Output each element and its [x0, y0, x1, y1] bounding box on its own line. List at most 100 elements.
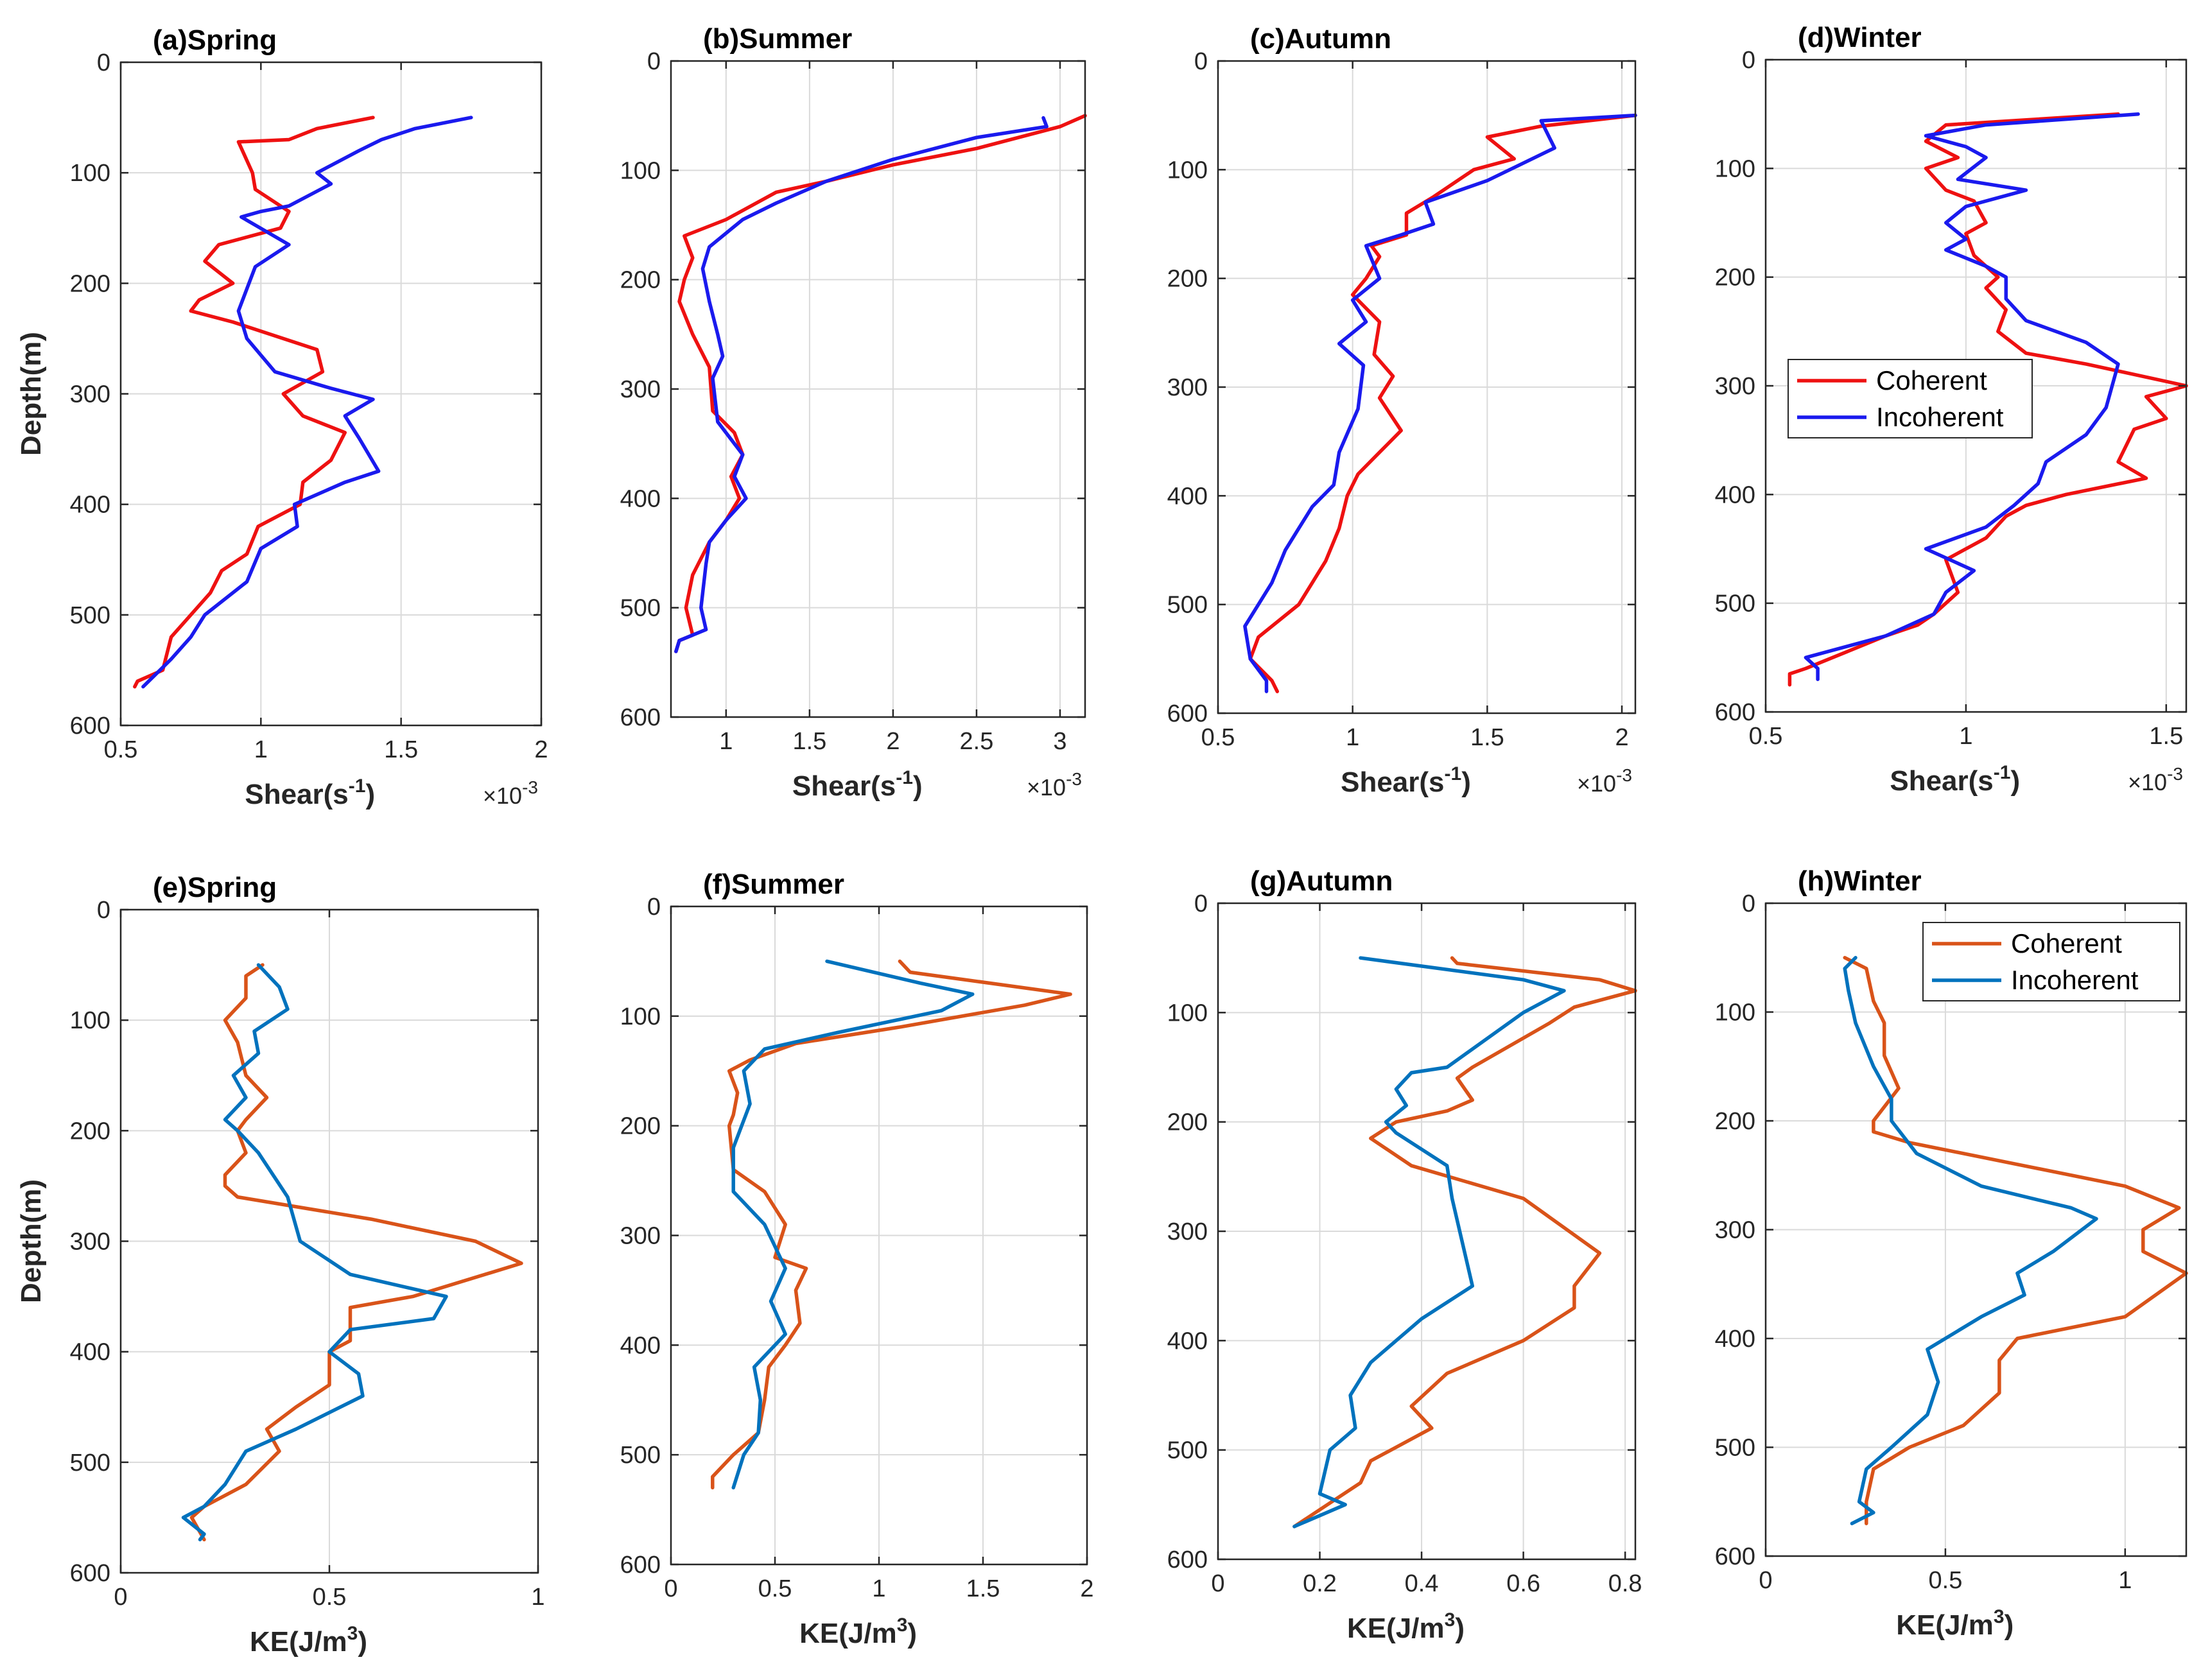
y-tick-label: 400	[1167, 483, 1208, 510]
x-tick-label: 2	[534, 736, 548, 763]
y-tick-label: 0	[647, 48, 661, 75]
x-tick-label: 2.5	[960, 728, 994, 755]
series-line-coherent	[1248, 113, 1637, 693]
y-tick-label: 300	[70, 1229, 110, 1256]
y-tick-label: 300	[1167, 374, 1208, 401]
panel-b: 1 1.5 2 2.5 3 0 100 200 300 400 500 600 (b)Summer She…	[620, 23, 1087, 802]
y-axis-label: Depth(m)	[15, 332, 47, 456]
x-tick-label: 1.5	[1470, 724, 1504, 751]
series-line-incoherent	[731, 959, 975, 1490]
x-tick-label: 0	[1759, 1567, 1772, 1594]
x-axis-label: Shear(s-1)	[792, 767, 923, 802]
x-tick-label: 0.5	[104, 736, 138, 763]
series-line-coherent	[711, 959, 1072, 1490]
y-tick-label: 100	[1715, 1000, 1755, 1026]
series-line-incoherent	[1243, 113, 1637, 693]
x-tick-label: 1	[872, 1575, 885, 1602]
x-tick-label: 0.4	[1405, 1570, 1439, 1597]
x-tick-label: 0.5	[758, 1575, 792, 1602]
y-tick-label: 0	[1742, 47, 1755, 74]
legend-box	[1922, 922, 2180, 1001]
x-tick-label: 0.5	[1201, 724, 1235, 751]
panel-title: (f)Summer	[703, 869, 844, 900]
y-tick-label: 300	[620, 376, 661, 403]
x-tick-label: 1.5	[384, 736, 418, 763]
y-tick-label: 100	[1167, 157, 1208, 184]
legend-box	[1788, 359, 2033, 438]
y-tick-label: 500	[1167, 1437, 1208, 1464]
y-tick-label: 100	[620, 157, 661, 184]
y-tick-label: 200	[1167, 266, 1208, 293]
x-tick-label: 1	[2118, 1567, 2132, 1594]
y-tick-label: 300	[70, 381, 110, 408]
y-tick-label: 500	[70, 1450, 110, 1476]
y-tick-label: 100	[70, 160, 110, 187]
y-tick-label: 400	[1715, 481, 1755, 508]
y-tick-label: 400	[1167, 1328, 1208, 1355]
y-tick-label: 500	[1715, 1435, 1755, 1462]
y-tick-label: 400	[70, 1339, 110, 1366]
x-tick-label: 0	[114, 1584, 127, 1611]
legend: Coherent Incoherent	[1788, 359, 2033, 438]
panel-h: 0 0.5 1 0 100 200 300 400 500 600 (h)Winter KE(J/m3…	[1715, 865, 2188, 1641]
x-tick-label: 0	[664, 1575, 677, 1602]
y-tick-label: 500	[620, 1442, 661, 1469]
x-tick-label: 0.2	[1303, 1570, 1337, 1597]
panel-title: (c)Autumn	[1250, 23, 1391, 55]
x-tick-label: 2	[1615, 724, 1628, 751]
x-tick-label: 2	[1080, 1575, 1093, 1602]
panel-e: 0 0.5 1 0 100 200 300 400 500 600 (e)Spring KE(J/m3…	[15, 872, 545, 1658]
y-tick-label: 100	[1167, 1000, 1208, 1026]
y-tick-label: 200	[1715, 1108, 1755, 1135]
x-tick-label: 2	[886, 728, 900, 755]
panel-d: 0.5 1 1.5 0 100 200 300 400 500 600 (d)Winter Shear…	[1715, 22, 2188, 797]
x-multiplier-label: ×10-3	[483, 777, 538, 809]
y-tick-label: 400	[1715, 1326, 1755, 1353]
y-tick-label: 600	[1167, 700, 1208, 727]
x-axis-label: Shear(s-1)	[1890, 762, 2020, 797]
x-tick-label: 0.8	[1608, 1570, 1642, 1597]
y-tick-label: 400	[620, 1332, 661, 1359]
x-tick-label: 0.5	[1749, 723, 1783, 750]
x-tick-label: 1.5	[2149, 723, 2183, 750]
y-tick-label: 0	[1194, 48, 1208, 75]
panel-c: 0.5 1 1.5 2 0 100 200 300 400 500 600 (c)Autumn Shea…	[1167, 23, 1637, 798]
y-tick-label: 300	[620, 1223, 661, 1250]
y-tick-label: 200	[1167, 1109, 1208, 1136]
series-line-incoherent	[141, 116, 473, 689]
series-line-coherent	[1292, 956, 1637, 1528]
y-tick-label: 500	[620, 595, 661, 622]
y-tick-label: 600	[70, 713, 110, 740]
y-tick-label: 100	[620, 1003, 661, 1030]
panel-title: (a)Spring	[153, 24, 277, 56]
y-tick-label: 200	[620, 267, 661, 294]
y-tick-label: 0	[97, 49, 110, 76]
x-multiplier-label: ×10-3	[2128, 764, 2183, 795]
y-tick-label: 200	[70, 1118, 110, 1145]
y-tick-label: 400	[620, 485, 661, 512]
x-tick-label: 1	[719, 728, 733, 755]
series-line-coherent	[133, 116, 375, 689]
y-tick-label: 600	[1167, 1546, 1208, 1573]
x-tick-label: 1	[1959, 723, 1972, 750]
y-axis-label: Depth(m)	[15, 1179, 47, 1303]
x-tick-label: 0.5	[1929, 1567, 1963, 1594]
panel-title: (b)Summer	[703, 23, 852, 55]
x-axis-label: Shear(s-1)	[1341, 763, 1471, 798]
y-tick-label: 0	[97, 897, 110, 924]
y-tick-label: 500	[70, 602, 110, 629]
panel-a: 0.5 1 1.5 2 0 100 200 300 400 500 600 (a)Spring Shea…	[15, 24, 548, 810]
legend-label-incoherent: Incoherent	[1876, 402, 2004, 432]
series-line-incoherent	[1292, 956, 1566, 1528]
panel-title: (e)Spring	[153, 872, 277, 903]
x-tick-label: 1	[254, 736, 268, 763]
y-tick-label: 200	[1715, 264, 1755, 291]
series-line-incoherent	[1843, 956, 2098, 1525]
y-tick-label: 600	[1715, 699, 1755, 726]
panel-title: (g)Autumn	[1250, 865, 1393, 897]
y-tick-label: 300	[1167, 1218, 1208, 1245]
x-tick-label: 1	[531, 1584, 544, 1611]
x-multiplier-label: ×10-3	[1577, 765, 1632, 797]
series-line-coherent	[1843, 956, 2188, 1525]
series-line-incoherent	[1804, 112, 2140, 681]
